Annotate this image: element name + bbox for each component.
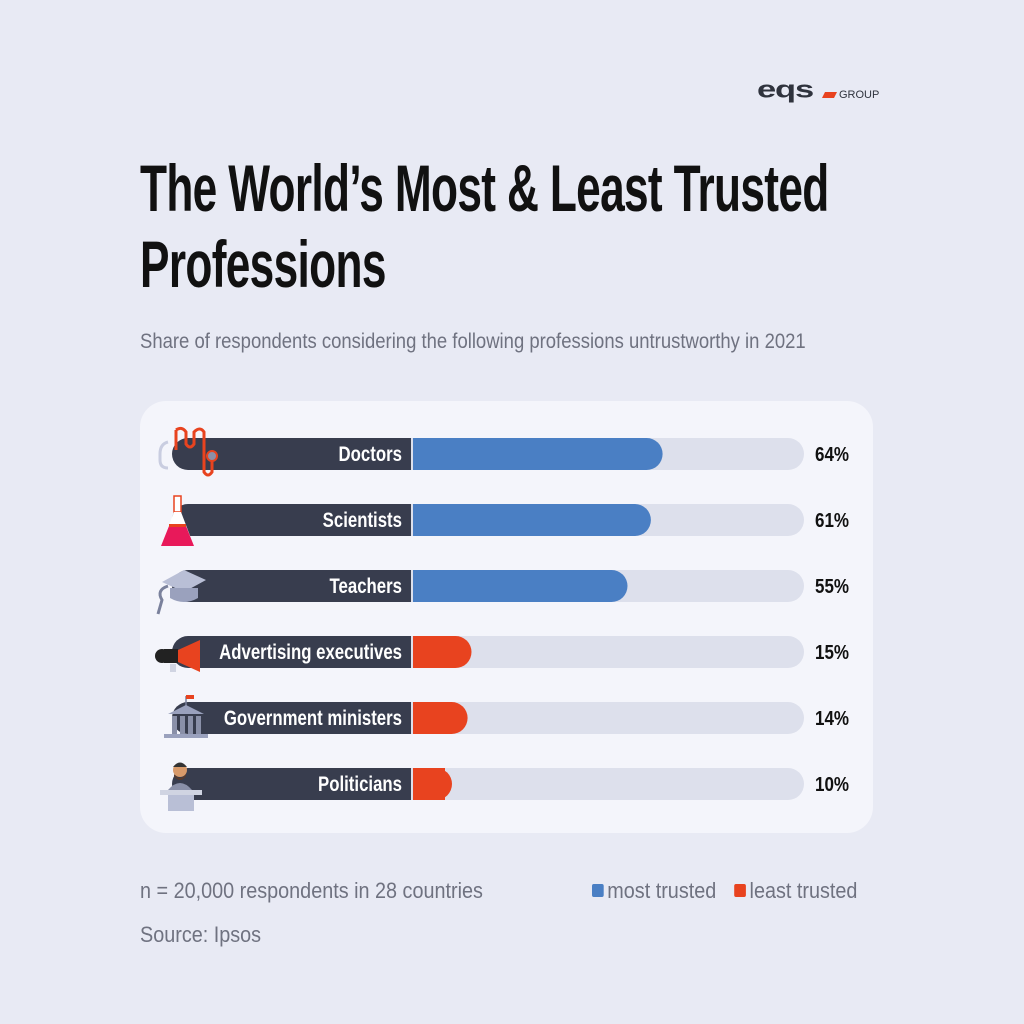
flask-icon [161,495,194,546]
bar-track [413,636,804,668]
chart-panel [140,401,873,833]
svg-text:eqs: eqs [757,77,814,104]
bar-row: Doctors 64% [158,426,849,477]
label-bar [172,570,411,602]
label-bar [172,438,411,470]
graduation-cap-icon [156,570,206,615]
stethoscope-icon [158,426,218,477]
page-title: The World’s Most & Least Trusted Profess… [140,151,829,301]
svg-text:GROUP: GROUP [839,89,879,101]
eqs-group-logo: eqs GROUP [757,76,902,104]
category-label: Government ministers [224,707,402,730]
government-building-icon [164,695,208,738]
source-note: Source: Ipsos [140,922,262,947]
bar-track [413,702,804,734]
bar-value [413,570,628,602]
category-label: Teachers [330,575,402,598]
megaphone-icon [155,640,200,672]
bar-row: Advertising executives 15% [155,636,849,672]
sample-note: n = 20,000 respondents in 28 countries [140,878,483,903]
label-bar [172,504,411,536]
category-label: Scientists [323,509,402,532]
value-label: 61% [815,509,849,532]
legend-swatch [592,884,604,897]
bar-value [413,504,651,536]
bar-row: Politicians 10% [160,762,849,811]
legend-item-least-trusted: least trusted [734,878,857,904]
politician-podium-icon [160,762,202,811]
value-label: 15% [815,641,849,664]
category-label: Advertising executives [219,641,402,664]
legend-swatch [734,884,746,897]
bar-row: Teachers 55% [156,570,849,615]
category-label: Doctors [339,443,402,466]
bar-value [413,438,663,470]
bar-track [413,768,804,800]
value-label: 55% [815,575,849,598]
value-label: 64% [815,443,849,466]
category-label: Politicians [318,773,402,796]
label-bar [172,636,411,668]
value-label: 14% [815,707,849,730]
label-bar [172,768,411,800]
legend-item-most-trusted: most trusted [592,878,716,904]
legend: most trusted least trusted [592,878,857,904]
label-bar [172,702,411,734]
value-label: 10% [815,773,849,796]
bar-row: Government ministers 14% [164,695,849,738]
bar-row: Scientists 61% [161,495,849,546]
subtitle: Share of respondents considering the fol… [140,330,806,353]
